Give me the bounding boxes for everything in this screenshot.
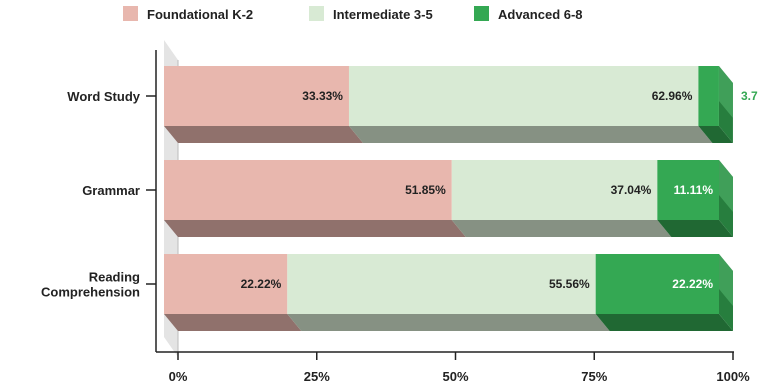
data-label-reading-comprehension-foundational-k-2: 22.22% bbox=[241, 277, 282, 291]
bars-group bbox=[164, 66, 733, 331]
category-label-grammar: Grammar bbox=[82, 183, 140, 198]
bar-bottom-grammar-foundational-k-2 bbox=[164, 220, 466, 237]
legend-label-intermediate-3-5: Intermediate 3-5 bbox=[333, 7, 433, 22]
bar-bottom-word-study-foundational-k-2 bbox=[164, 126, 363, 143]
bar-word-study-advanced-6-8 bbox=[698, 66, 719, 126]
legend-swatch-advanced-6-8 bbox=[474, 6, 489, 21]
legend-swatch-foundational-k-2 bbox=[123, 6, 138, 21]
axes-group bbox=[146, 50, 734, 360]
data-label-word-study-intermediate-3-5: 62.96% bbox=[652, 89, 693, 103]
bar-word-study-intermediate-3-5 bbox=[348, 66, 699, 126]
bar-grammar-intermediate-3-5 bbox=[451, 160, 658, 220]
x-tick-label-100: 100% bbox=[716, 369, 750, 384]
bar-bottom-reading-comprehension-foundational-k-2 bbox=[164, 314, 302, 331]
data-label-word-study-foundational-k-2: 33.33% bbox=[302, 89, 343, 103]
bar-grammar-foundational-k-2 bbox=[164, 160, 452, 220]
x-tick-label-50: 50% bbox=[442, 369, 468, 384]
legend: Foundational K-2 Intermediate 3-5 Advanced… bbox=[123, 6, 583, 22]
bar-grammar-advanced-6-8 bbox=[657, 160, 719, 220]
bar-bottom-word-study-advanced-6-8 bbox=[698, 126, 733, 143]
bar-side-highlight-word-study bbox=[718, 66, 733, 118]
x-tick-label-75: 75% bbox=[581, 369, 607, 384]
bar-reading-comprehension-intermediate-3-5 bbox=[287, 254, 596, 314]
category-label-reading-comprehension-line-2: Comprehension bbox=[41, 285, 140, 300]
category-label-reading-comprehension-line-1: Reading bbox=[89, 270, 140, 285]
data-label-reading-comprehension-intermediate-3-5: 55.56% bbox=[549, 277, 590, 291]
legend-swatch-intermediate-3-5 bbox=[309, 6, 324, 21]
legend-label-advanced-6-8: Advanced 6-8 bbox=[498, 7, 583, 22]
bar-bottom-reading-comprehension-intermediate-3-5 bbox=[287, 314, 610, 331]
bar-bottom-reading-comprehension-advanced-6-8 bbox=[595, 314, 733, 331]
bar-reading-comprehension-advanced-6-8 bbox=[595, 254, 719, 314]
bar-side-highlight-grammar bbox=[719, 160, 733, 212]
bar-reading-comprehension-foundational-k-2 bbox=[164, 254, 288, 314]
labels-group: 33.33% 62.96% 3.7 Word Study 51.85% 37.04% 11.… bbox=[41, 89, 758, 384]
bar-word-study-foundational-k-2 bbox=[164, 66, 349, 126]
category-label-word-study: Word Study bbox=[67, 89, 140, 104]
bar-bottom-word-study-intermediate-3-5 bbox=[348, 126, 713, 143]
bar-bottom-grammar-advanced-6-8 bbox=[657, 220, 733, 237]
data-label-grammar-intermediate-3-5: 37.04% bbox=[611, 183, 652, 197]
bar-bottom-grammar-intermediate-3-5 bbox=[451, 220, 672, 237]
bar-side-highlight-reading-comprehension bbox=[719, 254, 733, 306]
data-label-word-study-advanced-6-8: 3.7 bbox=[741, 89, 758, 103]
data-label-grammar-foundational-k-2: 51.85% bbox=[405, 183, 446, 197]
data-label-grammar-advanced-6-8: 11.11% bbox=[674, 183, 714, 197]
x-tick-label-25: 25% bbox=[304, 369, 330, 384]
x-tick-label-0: 0% bbox=[169, 369, 188, 384]
data-label-reading-comprehension-advanced-6-8: 22.22% bbox=[672, 277, 713, 291]
legend-label-foundational-k-2: Foundational K-2 bbox=[147, 7, 253, 22]
